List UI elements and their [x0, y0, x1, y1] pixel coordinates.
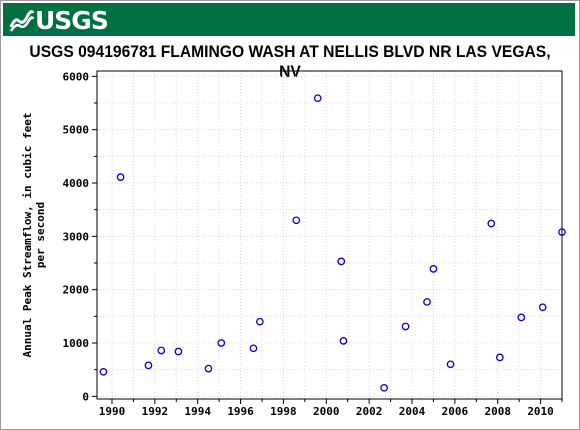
data-point: [487, 219, 496, 228]
y-tick-label: 0: [82, 390, 89, 403]
y-tick-label: 4000: [63, 177, 90, 190]
data-point: [339, 337, 348, 345]
grid-lines: [97, 71, 563, 399]
data-point: [99, 367, 108, 376]
data-point: [401, 322, 410, 331]
y-tick-label: 2000: [63, 284, 90, 297]
usgs-wave-icon: [9, 10, 35, 32]
y-tick-label: 1000: [63, 337, 90, 350]
data-point: [496, 353, 504, 362]
usgs-banner: USGS: [3, 3, 575, 36]
data-point: [144, 361, 153, 370]
data-point: [313, 94, 322, 103]
y-tick-label: 6000: [63, 70, 90, 83]
data-point: [558, 228, 566, 236]
x-tick-label: 1990: [99, 405, 126, 418]
x-tick-label: 1998: [270, 405, 297, 418]
data-point: [174, 347, 183, 356]
x-tick-label: 2002: [356, 405, 383, 418]
x-tick-label: 2008: [484, 405, 511, 418]
x-tick-label: 2006: [442, 405, 469, 418]
data-point: [204, 364, 213, 373]
x-tick-label: 1992: [142, 405, 169, 418]
data-point: [380, 383, 388, 392]
data-point: [423, 298, 431, 306]
data-point: [446, 360, 455, 369]
data-point: [116, 173, 125, 181]
data-point: [538, 303, 547, 312]
usgs-logo[interactable]: USGS: [9, 5, 109, 35]
axis-ticks: 1990 1992 1994 1996 1998 2000 2002 2004 2006 2008…: [63, 70, 563, 418]
x-tick-label: 2010: [527, 405, 554, 418]
y-tick-label: 5000: [63, 124, 90, 137]
x-tick-label: 2004: [399, 405, 426, 418]
x-tick-label: 2000: [313, 405, 340, 418]
x-tick-label: 1996: [227, 405, 254, 418]
y-tick-label: 3000: [63, 230, 90, 243]
data-point: [157, 346, 166, 355]
data-point: [292, 216, 301, 225]
y-axis-label-line1: Annual Peak Streamflow, in cubic feet: [21, 112, 34, 357]
data-point: [217, 339, 226, 347]
data-point: [256, 317, 264, 326]
usgs-logo-text: USGS: [35, 5, 109, 35]
x-tick-label: 1994: [184, 405, 211, 418]
data-point: [517, 313, 526, 322]
data-point: [429, 265, 438, 273]
data-points: [99, 94, 566, 392]
plot-area: [96, 70, 563, 400]
y-axis-label-line2: per second: [34, 202, 47, 268]
data-point: [337, 257, 346, 266]
data-point: [249, 344, 258, 353]
